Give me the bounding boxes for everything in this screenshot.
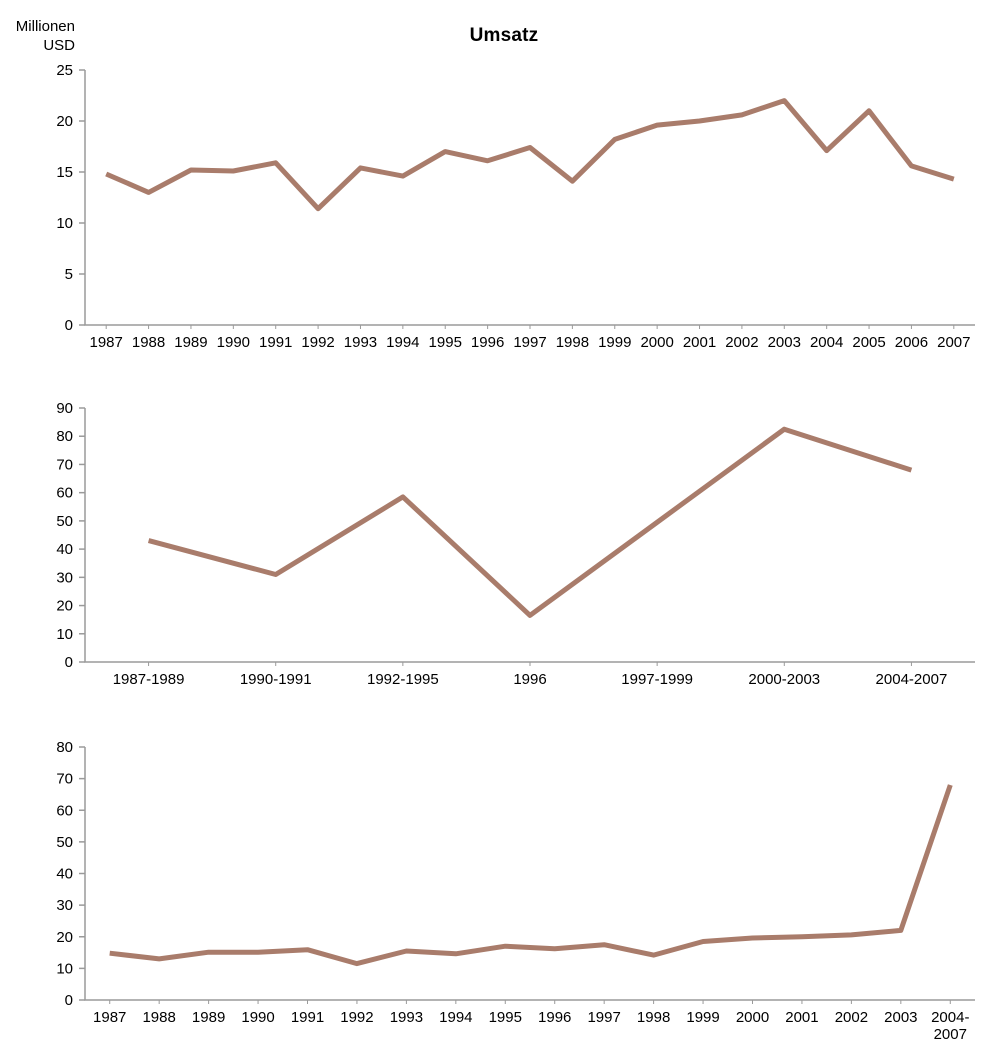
x-axis-tick-label: 2006 bbox=[895, 334, 928, 351]
x-axis-tick-label: 2000-2003 bbox=[748, 671, 820, 688]
y-axis-tick-label: 80 bbox=[56, 739, 73, 756]
y-axis-tick-label: 30 bbox=[56, 569, 73, 586]
y-axis-tick-label: 10 bbox=[56, 960, 73, 977]
y-axis-tick-label: 40 bbox=[56, 866, 73, 883]
x-axis-tick-label: 1991 bbox=[291, 1009, 324, 1026]
x-axis-tick-label: 1994 bbox=[386, 334, 419, 351]
x-axis-tick-label: 1997-1999 bbox=[621, 671, 693, 688]
y-axis-unit-label: Millionen USD bbox=[0, 17, 75, 55]
x-axis-tick-label: 1990 bbox=[217, 334, 250, 351]
x-axis-tick-label: 1987 bbox=[93, 1009, 126, 1026]
x-axis-tick-label: 1999 bbox=[686, 1009, 719, 1026]
x-axis-tick-label: 2004 bbox=[810, 334, 843, 351]
y-axis-tick-label: 0 bbox=[65, 992, 73, 1009]
x-axis-tick-label: 1996 bbox=[538, 1009, 571, 1026]
x-axis-tick-label: 1994 bbox=[439, 1009, 472, 1026]
y-axis-tick-label: 20 bbox=[56, 113, 73, 130]
y-axis-tick-label: 50 bbox=[56, 834, 73, 851]
x-axis-tick-label: 1988 bbox=[142, 1009, 175, 1026]
x-axis-tick-label: 2007 bbox=[937, 334, 970, 351]
y-axis-tick-label: 15 bbox=[56, 164, 73, 181]
x-axis-tick-label: 1992 bbox=[301, 334, 334, 351]
y-axis-tick-label: 70 bbox=[56, 771, 73, 788]
y-axis-unit-line1: Millionen bbox=[15, 18, 75, 35]
x-axis-tick-label: 1987 bbox=[90, 334, 123, 351]
x-axis-tick-label: 2004-2007 bbox=[931, 1009, 969, 1043]
x-axis-tick-label: 1989 bbox=[192, 1009, 225, 1026]
x-axis-tick-label: 1993 bbox=[344, 334, 377, 351]
x-axis-tick-label: 1997 bbox=[587, 1009, 620, 1026]
x-axis-tick-label: 1990-1991 bbox=[240, 671, 312, 688]
x-axis-tick-label: 2000 bbox=[736, 1009, 769, 1026]
y-axis-tick-label: 70 bbox=[56, 456, 73, 473]
x-axis-tick-label: 2000 bbox=[640, 334, 673, 351]
revenue-line-series bbox=[105, 98, 955, 212]
x-axis-tick-label: 1995 bbox=[489, 1009, 522, 1026]
x-axis-tick-label: 2002 bbox=[725, 334, 758, 351]
x-axis-tick-label: 1987-1989 bbox=[113, 671, 185, 688]
y-axis-tick-label: 60 bbox=[56, 485, 73, 502]
y-axis-tick-label: 5 bbox=[65, 266, 73, 283]
x-axis-tick-label: 1988 bbox=[132, 334, 165, 351]
x-axis-tick-label: 1998 bbox=[637, 1009, 670, 1026]
x-axis-tick-label: 1996 bbox=[471, 334, 504, 351]
x-axis-tick-label: 2002 bbox=[835, 1009, 868, 1026]
y-axis-tick-label: 0 bbox=[65, 654, 73, 671]
y-axis-tick-label: 60 bbox=[56, 802, 73, 819]
y-axis-tick-label: 0 bbox=[65, 317, 73, 334]
x-axis-tick-label: 1995 bbox=[429, 334, 462, 351]
x-axis-tick-label: 1997 bbox=[513, 334, 546, 351]
y-axis-tick-label: 90 bbox=[56, 400, 73, 417]
y-axis-tick-label: 30 bbox=[56, 897, 73, 914]
x-axis-tick-label: 1998 bbox=[556, 334, 589, 351]
x-axis-tick-label: 2003 bbox=[884, 1009, 917, 1026]
axis-lines bbox=[84, 70, 975, 326]
x-axis-tick-label: 2001 bbox=[785, 1009, 818, 1026]
x-axis-tick-label: 1992 bbox=[340, 1009, 373, 1026]
x-axis-tick-label: 1993 bbox=[390, 1009, 423, 1026]
x-axis-tick-label: 1999 bbox=[598, 334, 631, 351]
page-title: Umsatz bbox=[469, 25, 539, 46]
y-axis-tick-label: 20 bbox=[56, 929, 73, 946]
x-axis-tick-label: 1989 bbox=[174, 334, 207, 351]
y-axis-tick-label: 10 bbox=[56, 215, 73, 232]
chart-umsatz-by-period: 0 10 20 30 40 50 60 70 80 90 1987-1989 1990-1991 199… bbox=[56, 400, 975, 688]
y-axis-tick-label: 40 bbox=[56, 541, 73, 558]
y-axis-unit-line2: USD bbox=[43, 37, 75, 54]
y-axis-tick-label: 20 bbox=[56, 598, 73, 615]
chart-umsatz-year-with-aggregated-period: 0 10 20 30 40 50 60 70 80 1987 1988 1989 1990 1991 199… bbox=[56, 739, 975, 1043]
y-axis-tick-label: 25 bbox=[56, 62, 73, 79]
x-axis-tick-label: 1992-1995 bbox=[367, 671, 439, 688]
y-axis-tick-label: 10 bbox=[56, 626, 73, 643]
x-axis-tick-label: 1996 bbox=[513, 671, 546, 688]
revenue-line-series bbox=[147, 426, 913, 618]
x-axis-tick-label: 2001 bbox=[683, 334, 716, 351]
x-axis-tick-label: 1990 bbox=[241, 1009, 274, 1026]
y-axis-tick-label: 80 bbox=[56, 428, 73, 445]
axis-lines bbox=[84, 747, 975, 1001]
y-axis-tick-label: 50 bbox=[56, 513, 73, 530]
x-axis-tick-label: 1991 bbox=[259, 334, 292, 351]
chart-umsatz-by-year: 0 5 10 15 20 25 1987 1988 1989 1990 1991 1992 1993 19… bbox=[56, 62, 975, 351]
x-axis-tick-label: 2004-2007 bbox=[876, 671, 948, 688]
x-axis-tick-label: 2005 bbox=[852, 334, 885, 351]
x-axis-tick-label: 2003 bbox=[768, 334, 801, 351]
revenue-line-series bbox=[109, 784, 953, 967]
